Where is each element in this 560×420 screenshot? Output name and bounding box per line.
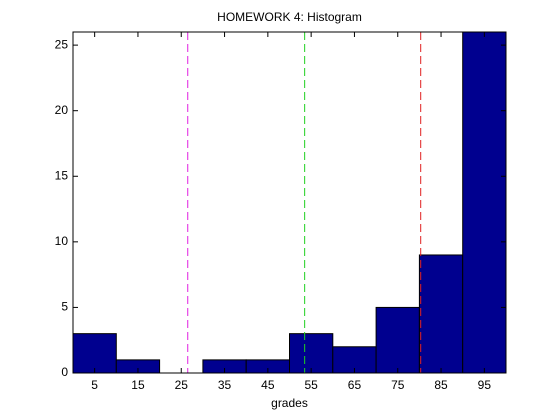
bar [72, 333, 117, 374]
y-tick-label: 20 [55, 103, 69, 117]
y-tick-label: 25 [55, 37, 69, 51]
x-axis-label: grades [271, 396, 308, 410]
bar [289, 333, 334, 374]
chart-title: HOMEWORK 4: Histogram [217, 10, 362, 24]
x-tick-label: 15 [131, 378, 145, 392]
x-tick-label: 5 [91, 378, 98, 392]
y-tick-label: 5 [61, 300, 68, 314]
bar [462, 31, 507, 374]
bar [375, 306, 420, 374]
x-tick-label: 55 [304, 378, 318, 392]
x-tick-label: 65 [348, 378, 362, 392]
y-tick-label: 15 [55, 168, 69, 182]
x-tick-label: 75 [391, 378, 405, 392]
y-tick-label: 0 [61, 365, 68, 379]
x-tick-label: 25 [175, 378, 189, 392]
axes-box [72, 31, 507, 374]
bar [418, 254, 464, 374]
x-tick-label: 95 [478, 378, 492, 392]
x-tick-label: 35 [218, 378, 232, 392]
y-tick-label: 10 [55, 234, 69, 248]
x-tick-label: 85 [434, 378, 448, 392]
x-tick-label: 45 [261, 378, 275, 392]
